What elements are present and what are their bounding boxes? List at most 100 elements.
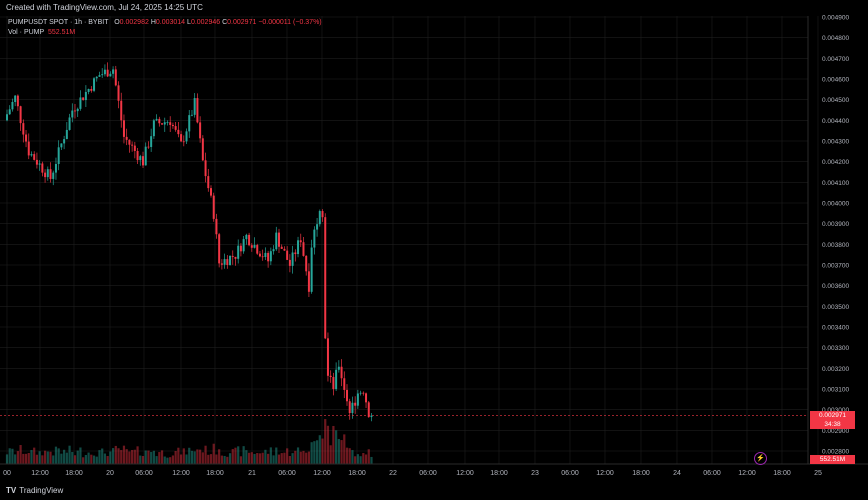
candle-body bbox=[316, 224, 319, 230]
candle-body bbox=[74, 110, 76, 112]
time-tick-label: 12:00 bbox=[31, 470, 49, 477]
candle-body bbox=[139, 156, 142, 161]
volume-bar bbox=[302, 450, 305, 464]
candle-body bbox=[133, 145, 136, 152]
volume-bar bbox=[101, 448, 104, 464]
volume-bar bbox=[158, 452, 161, 464]
candle-body bbox=[182, 141, 185, 143]
legend-open: 0.002982 bbox=[119, 19, 149, 26]
candle-body bbox=[112, 69, 115, 74]
volume-bar bbox=[120, 450, 123, 464]
volume-bar bbox=[52, 455, 55, 464]
volume-bar bbox=[296, 447, 300, 464]
candle-body bbox=[250, 245, 253, 248]
candle-body bbox=[128, 139, 131, 145]
volume-bar bbox=[261, 452, 264, 464]
candle-body bbox=[44, 172, 47, 178]
volume-bar bbox=[46, 451, 49, 464]
volume-bar bbox=[215, 454, 218, 464]
volume-bar bbox=[354, 456, 357, 464]
volume-bar bbox=[76, 450, 79, 464]
volume-bar bbox=[370, 456, 373, 464]
volume-bar bbox=[277, 454, 281, 464]
volume-bar bbox=[139, 455, 142, 464]
candle-body bbox=[101, 74, 104, 76]
candle-body bbox=[370, 415, 373, 418]
candle-body bbox=[14, 95, 17, 103]
created-with-label: Created with TradingView.com, Jul 24, 20… bbox=[6, 3, 203, 12]
candle-body bbox=[25, 134, 28, 142]
volume-bar bbox=[345, 447, 349, 464]
volume-bar bbox=[315, 440, 319, 464]
flash-icon[interactable]: ⚡ bbox=[754, 452, 767, 465]
volume-bar bbox=[359, 456, 362, 464]
volume-bar bbox=[188, 447, 191, 464]
volume-bar bbox=[60, 453, 63, 464]
volume-bar bbox=[223, 455, 226, 464]
volume-bar bbox=[264, 449, 267, 464]
candle-body bbox=[180, 134, 183, 142]
candle-body bbox=[207, 176, 210, 189]
time-tick-label: 25 bbox=[814, 470, 822, 477]
candle-body bbox=[11, 102, 14, 110]
candle-body bbox=[35, 159, 38, 165]
time-tick-label: 06:00 bbox=[561, 470, 579, 477]
volume-bar bbox=[144, 450, 147, 464]
time-tick-label: 21 bbox=[248, 470, 256, 477]
last-price-tag: 0.002971 34:38 bbox=[810, 410, 855, 429]
volume-bar bbox=[68, 445, 71, 464]
candle-body bbox=[329, 375, 332, 378]
candle-body bbox=[136, 151, 139, 161]
legend-volume-label: Vol · PUMP bbox=[8, 29, 45, 36]
candle-body bbox=[199, 122, 202, 139]
volume-bar bbox=[14, 454, 17, 464]
volume-bar bbox=[258, 453, 262, 464]
candle-body bbox=[8, 109, 11, 115]
candle-body bbox=[313, 229, 316, 248]
volume-bar bbox=[73, 455, 77, 464]
legend-high: 0.003014 bbox=[155, 19, 186, 26]
volume-bar bbox=[250, 452, 253, 464]
volume-bar bbox=[182, 448, 185, 464]
candle-body bbox=[280, 246, 283, 249]
candle-body bbox=[310, 247, 313, 292]
volume-bar bbox=[364, 454, 368, 464]
price-axis: 0.004900 0.004800 0.004700 0.004600 0.004500… bbox=[822, 15, 849, 456]
tradingview-logo: TV bbox=[6, 486, 17, 495]
volume-bar bbox=[141, 455, 145, 464]
volume-bar bbox=[362, 453, 365, 464]
volume-bar bbox=[326, 425, 330, 464]
top-bar: Created with TradingView.com, Jul 24, 20… bbox=[0, 0, 868, 16]
candle-body bbox=[234, 256, 237, 259]
candle-body bbox=[30, 154, 33, 156]
candle-body bbox=[27, 141, 30, 156]
candle-body bbox=[161, 123, 164, 125]
candle-body bbox=[38, 163, 41, 165]
volume-tag: 552.51M bbox=[810, 455, 855, 464]
volume-bar bbox=[218, 449, 221, 464]
volume-bar bbox=[150, 451, 153, 464]
volume-bar bbox=[163, 456, 166, 464]
volume-bar bbox=[286, 448, 289, 464]
time-axis: 00 12:00 18:00 20 06:00 12:00 18:00 21 06:00 12:0… bbox=[3, 470, 822, 477]
candle-body bbox=[63, 139, 66, 144]
candle-body bbox=[169, 122, 172, 125]
footer-brand[interactable]: TV TradingView bbox=[6, 486, 63, 495]
candle-body bbox=[275, 232, 278, 250]
volume-bar bbox=[106, 456, 109, 464]
volume-bar bbox=[321, 438, 324, 464]
candle-body bbox=[253, 245, 256, 248]
volume-bar bbox=[242, 446, 245, 464]
candle-body bbox=[109, 73, 112, 77]
volume-bar bbox=[305, 452, 308, 464]
volume-bar bbox=[133, 449, 136, 464]
price-tick-label: 0.004100 bbox=[822, 180, 849, 187]
time-tick-label: 18:00 bbox=[773, 470, 791, 477]
legend-symbol: PUMPUSDT SPOT · 1h · BYBIT bbox=[8, 19, 109, 26]
time-tick-label: 22 bbox=[389, 470, 397, 477]
volume-bar bbox=[19, 445, 22, 464]
legend-close-label: C bbox=[222, 19, 228, 26]
volume-bar bbox=[71, 451, 74, 464]
candle-body bbox=[264, 252, 267, 257]
